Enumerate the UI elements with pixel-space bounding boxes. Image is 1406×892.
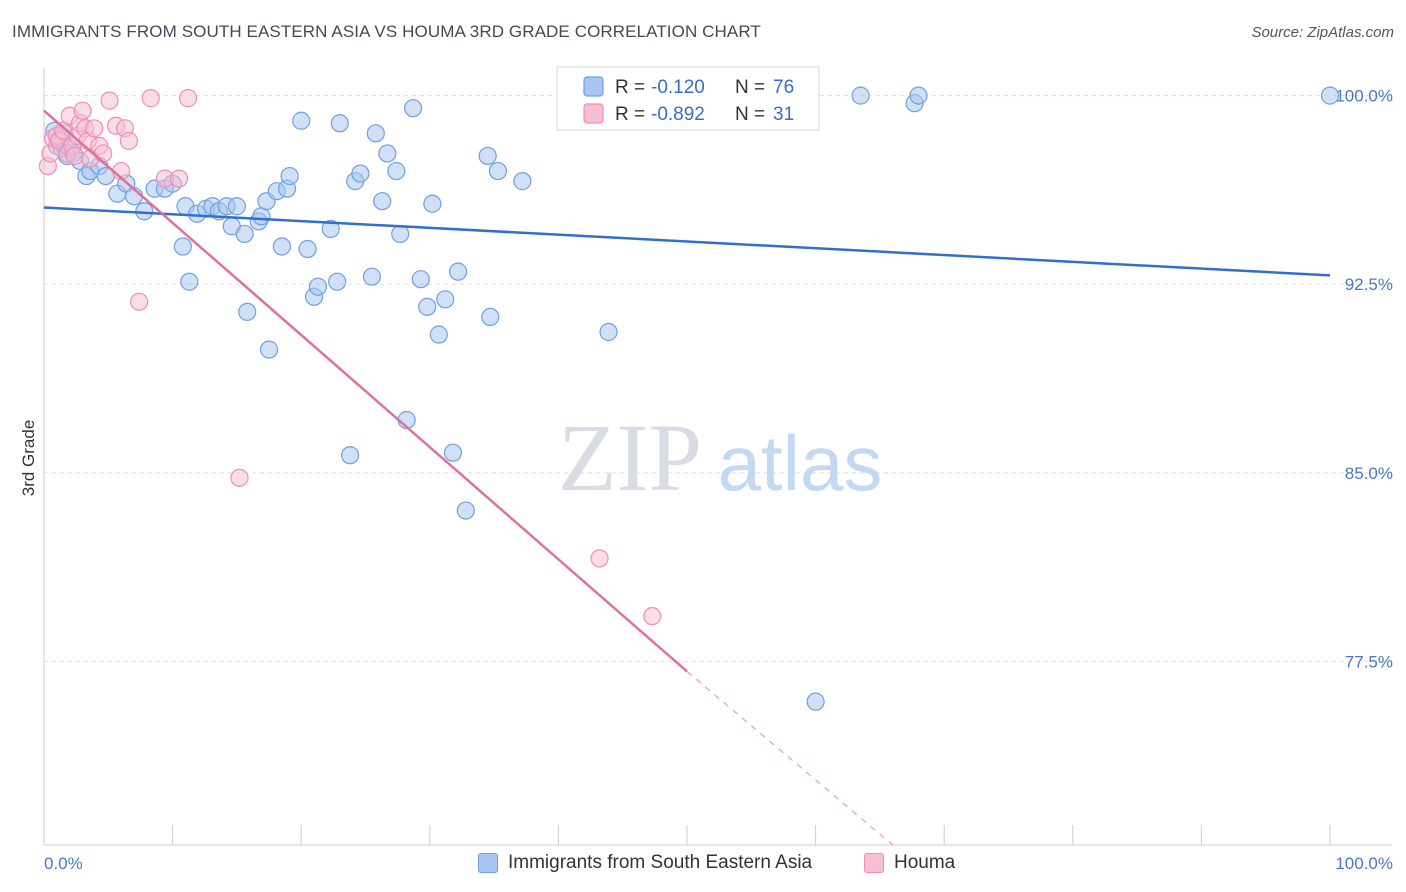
y-tick-label-1: 92.5%	[1345, 275, 1393, 294]
series-houma-points	[38, 89, 662, 626]
immigrants-point-57	[403, 99, 423, 118]
immigrants-point-37	[272, 237, 292, 256]
houma-trend-line	[43, 109, 688, 673]
immigrants-point-75	[1320, 86, 1340, 105]
axes	[43, 68, 1392, 846]
immigrants-point-40	[292, 111, 311, 130]
x-tick-labels: 0.0% 100.0%	[44, 854, 1393, 873]
immigrants-point-64	[448, 262, 468, 281]
legend-r-value-2: -0.892	[651, 104, 705, 125]
y-axis-label: 3rd Grade	[19, 420, 38, 497]
immigrants-point-35	[259, 340, 279, 359]
x-tick-label-1: 100.0%	[1335, 854, 1393, 873]
legend-item-immigrants: Immigrants from South Eastern Asia	[478, 852, 812, 874]
immigrants-point-62	[436, 290, 455, 309]
legend-n-value-1: 76	[773, 77, 794, 98]
houma-point-19	[100, 91, 119, 110]
immigrants-point-46	[330, 114, 349, 133]
immigrants-point-60	[423, 194, 442, 213]
y-tick-label-3: 77.5%	[1345, 652, 1393, 671]
immigrants-point-55	[391, 224, 410, 244]
immigrants-point-69	[513, 172, 532, 191]
immigrants-trend-line	[43, 206, 1331, 277]
immigrants-point-59	[418, 297, 437, 316]
immigrants-point-74	[909, 86, 928, 105]
immigrants-point-39	[280, 166, 299, 186]
houma-point-28	[178, 89, 198, 108]
houma-point-30	[590, 549, 609, 568]
legend-label-immigrants: Immigrants from South Eastern Asia	[508, 852, 813, 873]
immigrants-point-54	[387, 161, 406, 181]
legend-r-label-1: R =	[615, 77, 645, 98]
legend-swatch-blue	[583, 76, 604, 97]
y-tick-labels: 100.0% 92.5% 85.0% 77.5%	[1335, 87, 1393, 672]
immigrants-point-66	[478, 146, 497, 166]
trend-lines	[43, 109, 1331, 846]
houma-point-27	[169, 169, 189, 188]
immigrants-point-63	[443, 443, 463, 462]
source-label: Source: ZipAtlas.com	[1251, 24, 1394, 41]
correlation-legend: R = -0.120 N = 76 R = -0.892 N = 31	[556, 66, 820, 131]
immigrants-point-20	[173, 237, 192, 256]
legend-n-label-1: N =	[735, 77, 765, 98]
series-legend: Immigrants from South Eastern Asia Houma	[0, 852, 1406, 878]
legend-swatch-houma	[864, 853, 884, 873]
immigrants-point-44	[321, 219, 340, 238]
immigrants-point-50	[362, 267, 382, 286]
immigrants-point-52	[373, 192, 392, 211]
houma-trend-extension	[686, 671, 894, 846]
immigrants-point-61	[429, 325, 448, 344]
watermark: ZIP atlas	[558, 404, 882, 511]
legend-n-label-2: N =	[735, 104, 765, 125]
immigrants-point-45	[328, 272, 347, 291]
houma-point-31	[643, 607, 662, 626]
houma-point-12	[73, 101, 92, 120]
immigrants-point-29	[227, 197, 246, 216]
immigrants-point-53	[378, 144, 397, 163]
legend-item-houma: Houma	[864, 852, 955, 874]
immigrants-point-43	[308, 277, 328, 296]
legend-n-value-2: 31	[773, 104, 794, 125]
houma-point-29	[230, 468, 249, 487]
immigrants-point-72	[851, 86, 870, 105]
legend-label-houma: Houma	[894, 852, 956, 873]
immigrants-point-65	[456, 501, 475, 520]
immigrants-point-67	[481, 307, 500, 327]
immigrants-point-47	[340, 446, 360, 465]
immigrants-point-30	[235, 224, 254, 244]
y-tick-label-2: 85.0%	[1345, 464, 1393, 483]
immigrants-point-68	[488, 161, 508, 181]
watermark-zip: ZIP	[558, 404, 702, 511]
gridlines	[44, 95, 1392, 662]
legend-swatch-immigrants	[478, 853, 498, 873]
y-tick-label-0: 100.0%	[1335, 87, 1393, 106]
houma-point-23	[119, 131, 138, 150]
immigrants-point-49	[351, 164, 370, 183]
legend-r-label-2: R =	[615, 104, 645, 125]
houma-point-18	[94, 144, 113, 163]
series-immigrants-points	[45, 86, 1340, 711]
immigrants-point-71	[806, 692, 825, 711]
immigrants-point-70	[599, 322, 618, 342]
legend-r-value-1: -0.120	[651, 77, 705, 98]
houma-point-25	[141, 89, 160, 108]
houma-point-16	[85, 119, 104, 138]
x-tick-label-0: 0.0%	[44, 854, 83, 873]
legend-swatch-pink	[583, 103, 604, 124]
immigrants-point-51	[366, 124, 385, 143]
immigrants-point-58	[411, 270, 430, 289]
houma-point-9	[65, 146, 84, 166]
chart-title: IMMIGRANTS FROM SOUTH EASTERN ASIA VS HO…	[12, 22, 761, 41]
immigrants-point-33	[252, 207, 271, 226]
watermark-atlas: atlas	[718, 419, 883, 507]
immigrants-point-31	[238, 302, 257, 321]
houma-point-24	[130, 292, 149, 311]
immigrants-point-22	[180, 272, 199, 291]
immigrants-point-41	[298, 239, 317, 259]
